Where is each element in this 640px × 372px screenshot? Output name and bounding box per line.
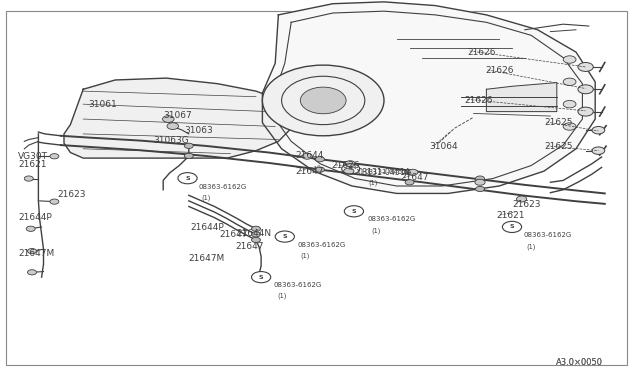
Circle shape xyxy=(563,78,576,86)
Text: 31063: 31063 xyxy=(184,126,213,135)
Circle shape xyxy=(405,180,414,185)
Circle shape xyxy=(24,176,33,181)
Text: S: S xyxy=(259,275,264,280)
Circle shape xyxy=(262,65,384,136)
Polygon shape xyxy=(486,83,557,112)
Circle shape xyxy=(405,170,414,175)
Text: 31063G: 31063G xyxy=(154,136,189,145)
Text: 21621: 21621 xyxy=(18,160,47,169)
Circle shape xyxy=(50,154,59,159)
Circle shape xyxy=(252,237,260,243)
Text: (1): (1) xyxy=(368,179,378,186)
Text: A3.0×0050: A3.0×0050 xyxy=(556,358,603,367)
Circle shape xyxy=(307,91,339,110)
Text: A3.0×0050: A3.0×0050 xyxy=(556,358,603,367)
Text: 21644P: 21644P xyxy=(18,213,52,222)
Text: 21647: 21647 xyxy=(296,167,324,176)
Circle shape xyxy=(316,157,324,162)
Text: 21644: 21644 xyxy=(296,151,324,160)
Circle shape xyxy=(408,169,418,175)
Circle shape xyxy=(502,221,522,232)
Text: 21644P: 21644P xyxy=(191,223,225,232)
Text: 21647: 21647 xyxy=(236,242,264,251)
Text: (1): (1) xyxy=(527,243,536,250)
Circle shape xyxy=(50,199,59,204)
Circle shape xyxy=(28,270,36,275)
Circle shape xyxy=(476,176,484,181)
Circle shape xyxy=(344,206,364,217)
Circle shape xyxy=(578,85,593,94)
Text: 21625: 21625 xyxy=(544,142,573,151)
Circle shape xyxy=(563,123,576,130)
Circle shape xyxy=(26,226,35,231)
Circle shape xyxy=(300,87,346,114)
Text: 21621: 21621 xyxy=(496,211,525,220)
Text: 31067: 31067 xyxy=(163,111,192,120)
Text: 21626: 21626 xyxy=(332,161,360,170)
Text: 08131-0451A: 08131-0451A xyxy=(365,169,412,175)
Text: (1): (1) xyxy=(277,293,287,299)
Text: 21647M: 21647M xyxy=(189,254,225,263)
Circle shape xyxy=(252,272,271,283)
Text: 21626: 21626 xyxy=(465,96,493,105)
Circle shape xyxy=(184,143,193,148)
Text: S: S xyxy=(282,234,287,239)
Circle shape xyxy=(275,231,294,242)
Circle shape xyxy=(252,232,260,237)
Text: 08363-6162G: 08363-6162G xyxy=(298,242,346,248)
Circle shape xyxy=(28,248,36,254)
Text: 21647: 21647 xyxy=(400,173,429,182)
Circle shape xyxy=(592,126,605,134)
Text: 21644N: 21644N xyxy=(237,229,272,238)
Text: B: B xyxy=(349,166,353,171)
Text: (1): (1) xyxy=(301,253,310,259)
Text: 21626: 21626 xyxy=(485,66,514,75)
Circle shape xyxy=(252,226,260,231)
Circle shape xyxy=(345,161,355,167)
Text: 21647M: 21647M xyxy=(18,249,54,258)
Text: 21625: 21625 xyxy=(544,118,573,127)
Circle shape xyxy=(178,173,197,184)
Circle shape xyxy=(476,186,484,192)
Circle shape xyxy=(578,62,593,71)
Text: 08363-6162G: 08363-6162G xyxy=(368,217,416,222)
Text: S: S xyxy=(185,176,190,181)
Circle shape xyxy=(184,153,193,158)
Text: S: S xyxy=(351,209,356,214)
Text: 31064: 31064 xyxy=(429,142,458,151)
Circle shape xyxy=(302,153,312,159)
Circle shape xyxy=(167,123,179,129)
Text: (1): (1) xyxy=(202,195,211,201)
Text: S: S xyxy=(509,224,515,230)
Text: 21647: 21647 xyxy=(219,230,248,239)
Text: 08363-6162G: 08363-6162G xyxy=(524,232,572,238)
Circle shape xyxy=(592,147,605,154)
Polygon shape xyxy=(262,2,595,193)
Text: 08363-6162G: 08363-6162G xyxy=(274,282,322,288)
Text: VG30T: VG30T xyxy=(18,152,48,161)
Circle shape xyxy=(344,168,354,174)
Circle shape xyxy=(563,56,576,63)
Circle shape xyxy=(163,116,174,122)
Text: (1): (1) xyxy=(371,227,381,234)
Text: 08363-6162G: 08363-6162G xyxy=(198,184,246,190)
Text: 31061: 31061 xyxy=(88,100,117,109)
Circle shape xyxy=(475,179,485,185)
Circle shape xyxy=(316,167,324,172)
Text: 21623: 21623 xyxy=(512,200,541,209)
Circle shape xyxy=(516,196,527,202)
Circle shape xyxy=(563,100,576,108)
Text: 21623: 21623 xyxy=(58,190,86,199)
Text: 08131-0451A: 08131-0451A xyxy=(357,169,411,177)
Circle shape xyxy=(578,107,593,116)
Polygon shape xyxy=(64,78,294,158)
Text: 21626: 21626 xyxy=(467,48,496,57)
